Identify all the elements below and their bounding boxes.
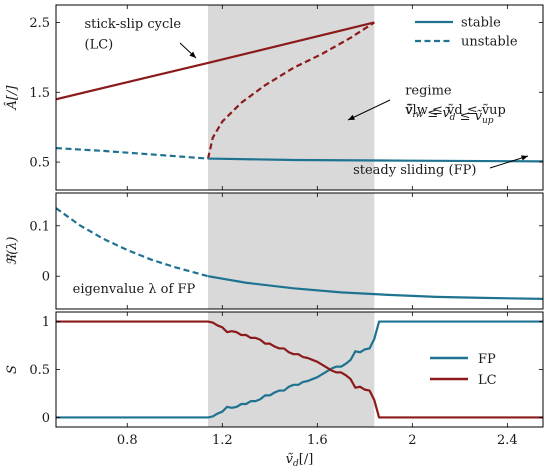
- bistability-range-annotation: ṽlw ≤ ṽd ≤ ṽup: [405, 103, 494, 126]
- arrow-head: [189, 51, 196, 58]
- x-tick-label: 0.8: [117, 433, 138, 448]
- legend-label-FP: FP: [478, 352, 496, 367]
- series-line-stable-solid-1: [207, 275, 543, 301]
- annotation: stick-slip cycle: [85, 17, 182, 32]
- x-tick-label: 2.4: [497, 433, 518, 448]
- series-line-stable-dashed-2: [56, 147, 209, 160]
- x-tick-label: 2: [408, 433, 416, 448]
- annotation-eigenvalue: eigenvalue λ of FP: [73, 282, 196, 297]
- arrow-head: [348, 114, 355, 120]
- y-tick-label: 0.5: [29, 156, 50, 171]
- series-line-stable-solid-3: [208, 157, 543, 163]
- y-tick-label: 0: [42, 411, 50, 426]
- y-axis-label: Â[/]: [4, 85, 20, 111]
- panel-top-amplitude: 0.5 1.5 2.5 Â[/] stick-slip cycle (LC) regime ṽ…: [4, 4, 544, 191]
- y-tick-label: 2.5: [29, 16, 50, 31]
- arrow-head: [521, 155, 528, 161]
- x-axis-label: ṽd[/]: [286, 452, 314, 469]
- plot-frame: [55, 4, 544, 191]
- series-line-stable-dashed-0: [56, 207, 209, 278]
- annotation: regime: [405, 83, 452, 98]
- series-line-limit_cycle-solid-0: [56, 21, 375, 101]
- bistability-band: [208, 193, 375, 309]
- series-line-fp: [56, 320, 543, 419]
- y-axis-label: S: [5, 365, 20, 374]
- legend-label-unstable: unstable: [461, 35, 518, 50]
- y-tick-label: 1.5: [29, 86, 50, 101]
- bistability-band: [208, 312, 375, 427]
- series-line-limit_cycle-dashed-1: [206, 21, 375, 159]
- legend-label-LC: LC: [478, 373, 497, 388]
- y-tick-label: 0.5: [29, 363, 50, 378]
- y-tick-label: 0: [42, 270, 50, 285]
- bistability-band: [208, 5, 375, 190]
- panel-bottom-basin-stability: 0 0.5 1 0.8 1.2 1.6 2 2.4 Sṽd[/] FP LC: [5, 311, 544, 469]
- series-line-lc: [56, 320, 543, 419]
- x-tick-label: 1.6: [307, 433, 328, 448]
- x-tick-label: 1.2: [212, 433, 233, 448]
- panel-middle-eigenvalue: 0 0.1 ℜ(λ) eigenvalue λ of FP: [5, 192, 544, 310]
- plot-frame: [55, 192, 544, 310]
- arrow-steady-sliding: [489, 155, 529, 169]
- y-tick-label: 0.1: [29, 219, 50, 234]
- y-tick-label: 1: [42, 315, 50, 330]
- legend-label-stable: stable: [461, 16, 501, 31]
- arrow-bistability: [347, 99, 391, 121]
- annotation: (LC): [85, 37, 114, 52]
- y-axis-label: ℜ(λ): [5, 237, 20, 266]
- annotation: steady sliding (FP): [353, 163, 476, 178]
- annotation: ṽlw ≤ ṽd ≤ ṽup: [404, 103, 506, 118]
